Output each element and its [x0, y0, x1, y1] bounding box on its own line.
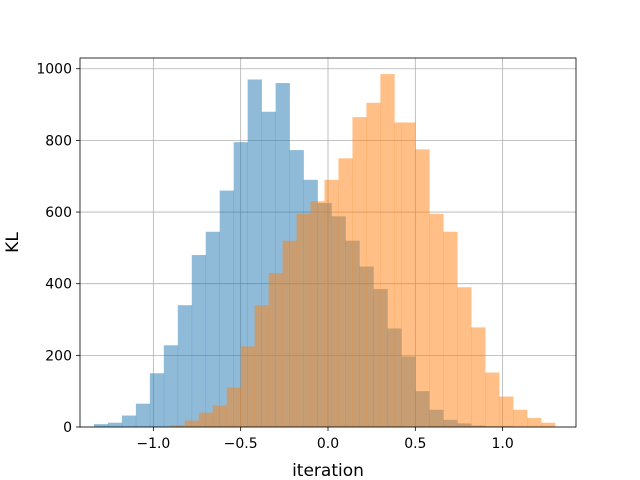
histogram-bar [485, 372, 500, 427]
histogram-bars [93, 74, 556, 428]
histogram-bar [121, 415, 137, 427]
histogram-series-2 [170, 74, 556, 428]
y-tick-label: 800 [45, 133, 72, 149]
y-tick-label: 0 [63, 420, 72, 436]
histogram-bar [254, 305, 269, 427]
histogram-bar [184, 420, 200, 427]
histogram-bar [268, 272, 283, 427]
x-tick-label: 0.0 [317, 436, 339, 452]
histogram-bar [282, 240, 297, 427]
y-tick-label: 200 [45, 348, 72, 364]
histogram-bar [310, 201, 325, 427]
x-axis-label: iteration [292, 461, 364, 480]
histogram-bar [471, 327, 486, 427]
histogram-bar [135, 403, 151, 427]
histogram-bar [415, 149, 430, 427]
histogram-bar [198, 412, 214, 427]
histogram-bar [352, 117, 367, 428]
x-tick-label: −0.5 [224, 436, 258, 452]
x-axis-ticks: −1.0 −0.5 0.0 0.5 1.0 [136, 427, 514, 452]
histogram-bar [205, 231, 221, 427]
x-tick-label: 0.5 [404, 436, 426, 452]
histogram-bar [163, 345, 179, 427]
histogram-bar [541, 422, 556, 427]
histogram-bar [149, 373, 165, 427]
histogram-bar [394, 122, 402, 427]
histogram-bar [380, 74, 395, 427]
y-tick-label: 600 [45, 205, 72, 221]
histogram-bar [212, 405, 228, 427]
histogram-bar [296, 213, 311, 427]
histogram-bar [107, 422, 123, 427]
y-tick-label: 400 [45, 277, 72, 293]
histogram-bar [443, 231, 458, 427]
histogram-bar [177, 305, 193, 427]
histogram-bar [240, 346, 255, 427]
histogram-bar [191, 255, 207, 427]
histogram-bar [401, 122, 416, 427]
histogram-bar [499, 396, 514, 427]
histogram-bar [527, 418, 542, 427]
histogram-bar [366, 102, 381, 427]
histogram-bar [226, 387, 241, 427]
histogram-bar [429, 213, 444, 427]
histogram-bar [457, 287, 472, 427]
y-axis-label: KL [3, 232, 23, 253]
histogram-bar [338, 158, 353, 428]
y-tick-label: 1000 [36, 62, 72, 78]
histogram-bar [324, 179, 339, 427]
y-axis-ticks: 0 200 400 600 800 1000 [36, 62, 80, 436]
histogram-bar [93, 424, 109, 427]
histogram-bar [513, 409, 528, 427]
histogram-bar [219, 190, 234, 427]
x-tick-label: 1.0 [492, 436, 514, 452]
x-tick-label: −1.0 [136, 436, 170, 452]
histogram-bar [170, 425, 186, 427]
